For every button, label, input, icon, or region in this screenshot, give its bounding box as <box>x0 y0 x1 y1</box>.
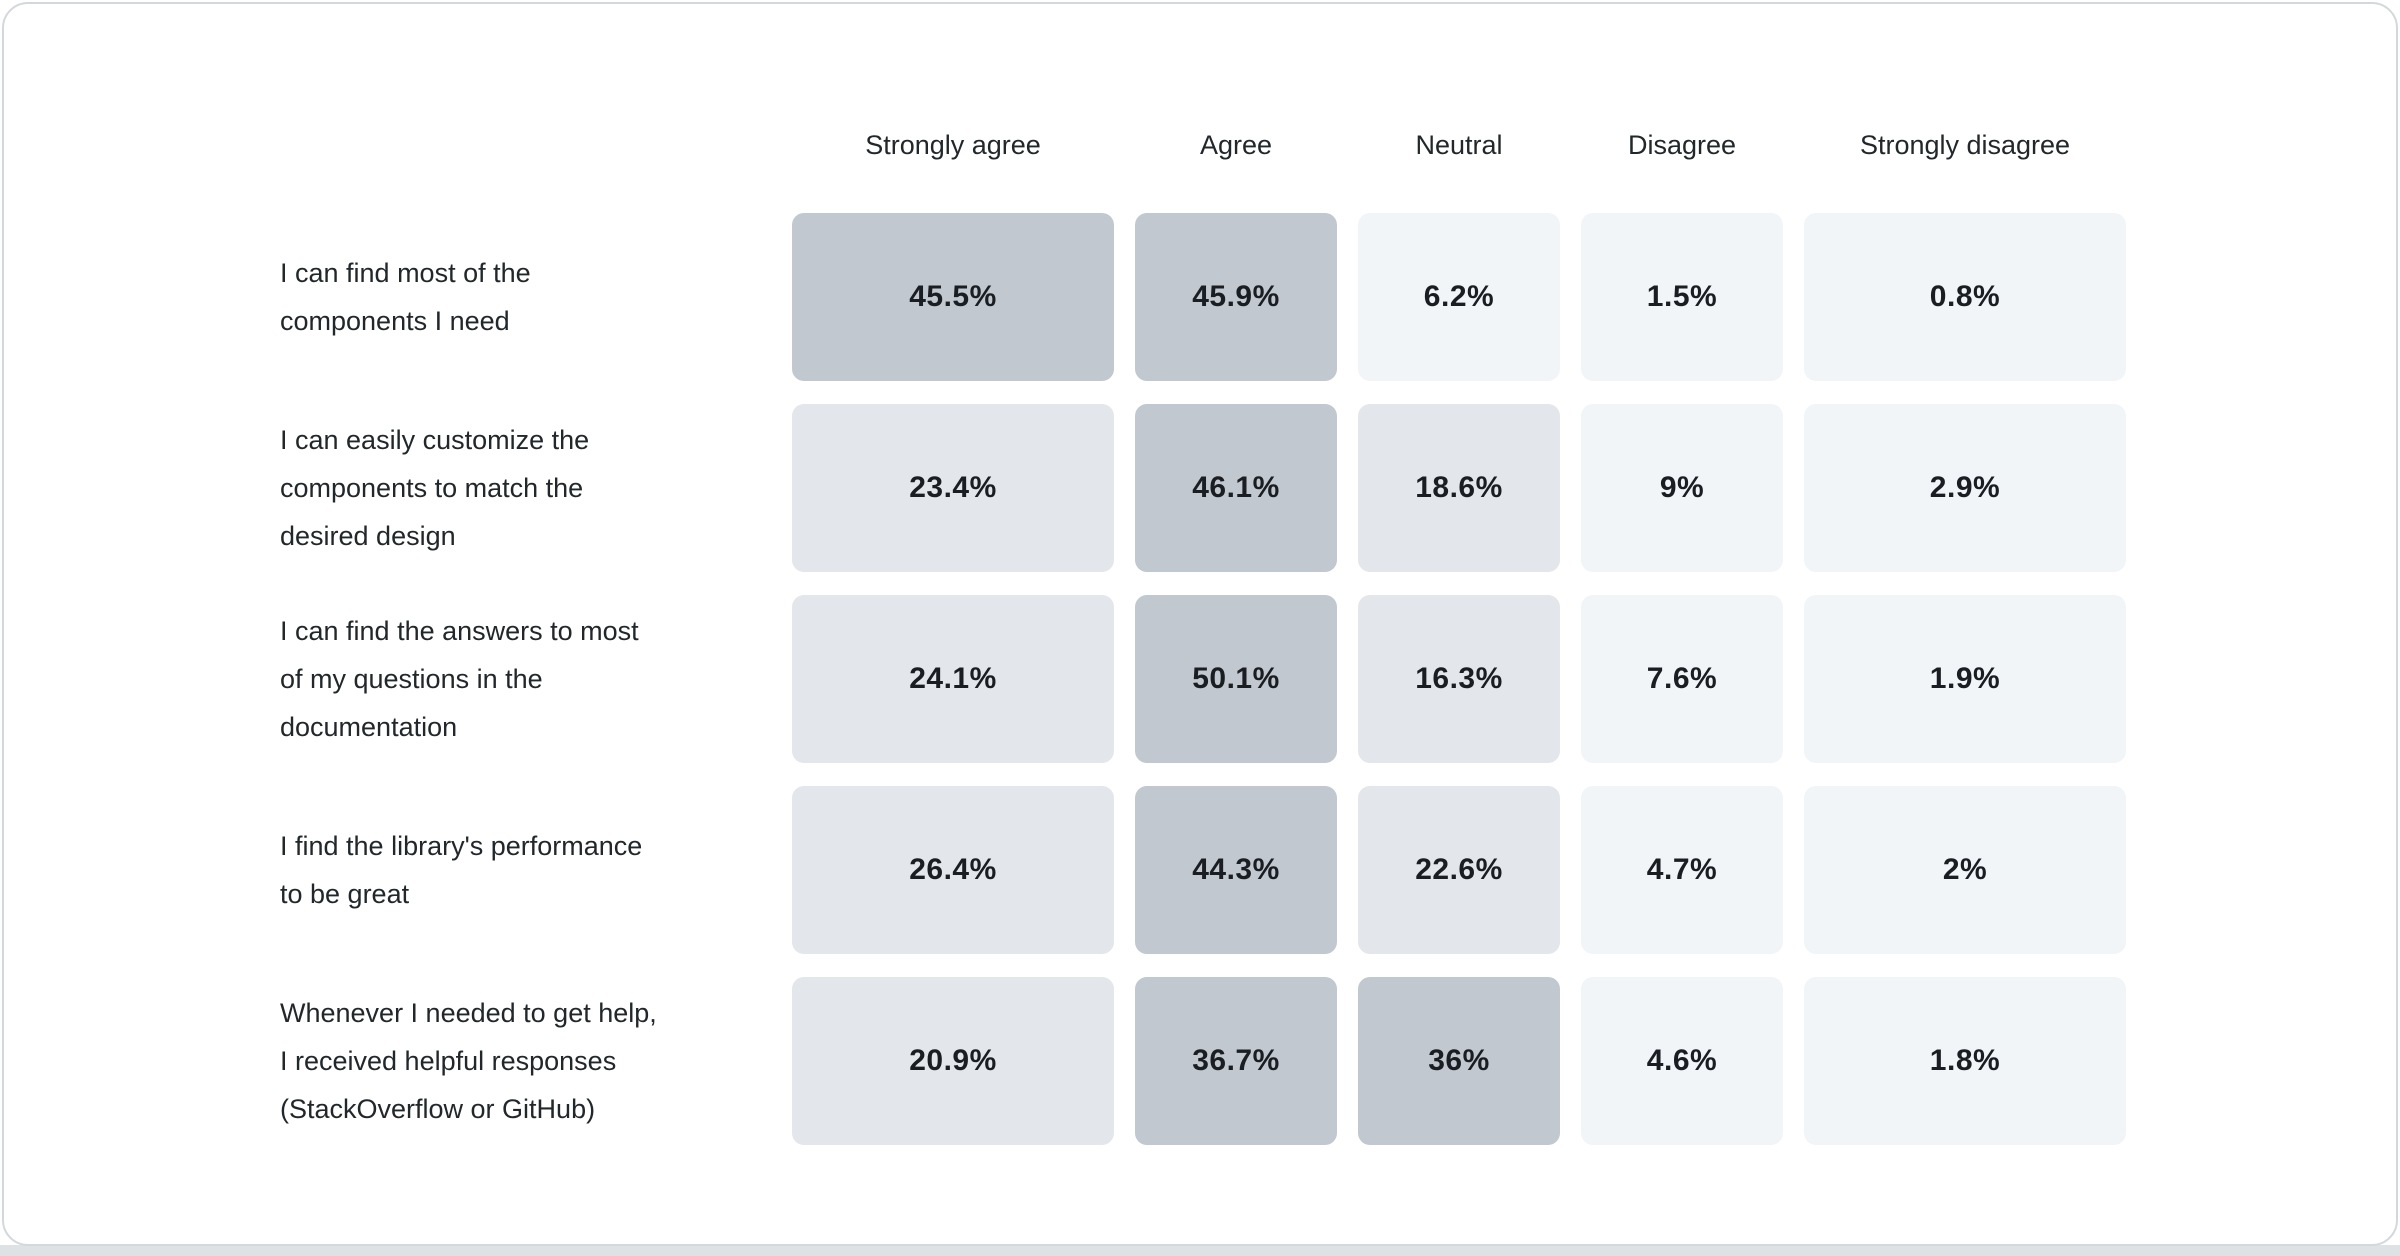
heatmap-cell: 2% <box>1804 786 2126 954</box>
heatmap-cell: 18.6% <box>1358 404 1560 572</box>
heatmap-cell: 16.3% <box>1358 595 1560 763</box>
row-label: Whenever I needed to get help, I receive… <box>280 998 657 1124</box>
column-header-strongly-disagree: Strongly disagree <box>1859 129 2071 160</box>
heatmap-cell: 36.7% <box>1135 977 1337 1145</box>
heatmap-cell: 9% <box>1581 404 1783 572</box>
page-bottom-strip <box>0 1245 2400 1256</box>
heatmap-cell: 44.3% <box>1135 786 1337 954</box>
heatmap-cell: 7.6% <box>1581 595 1783 763</box>
column-header-neutral: Neutral <box>1415 129 1503 160</box>
column-header-disagree: Disagree <box>1627 129 1737 160</box>
heatmap-cell: 46.1% <box>1135 404 1337 572</box>
heatmap-cell: 45.5% <box>792 213 1114 381</box>
heatmap-cell: 1.8% <box>1804 977 2126 1145</box>
heatmap-cell: 6.2% <box>1358 213 1560 381</box>
column-header-strongly-agree: Strongly agree <box>865 129 1041 160</box>
row-label: I can easily customize the components to… <box>280 425 590 551</box>
column-header-agree: Agree <box>1199 129 1273 160</box>
heatmap-cell: 4.7% <box>1581 786 1783 954</box>
table-corner-spacer <box>280 100 771 190</box>
heatmap-cell: 4.6% <box>1581 977 1783 1145</box>
heatmap-cell: 1.5% <box>1581 213 1783 381</box>
row-label: I can find most of the components I need <box>280 258 531 336</box>
heatmap-cell: 23.4% <box>792 404 1114 572</box>
heatmap-cell: 45.9% <box>1135 213 1337 381</box>
heatmap-cell: 24.1% <box>792 595 1114 763</box>
heatmap-cell: 1.9% <box>1804 595 2126 763</box>
heatmap-cell: 36% <box>1358 977 1560 1145</box>
row-label: I find the library's performance to be g… <box>280 831 643 909</box>
heatmap-cell: 50.1% <box>1135 595 1337 763</box>
heatmap-cell: 0.8% <box>1804 213 2126 381</box>
heatmap-cell: 20.9% <box>792 977 1114 1145</box>
heatmap-cell: 22.6% <box>1358 786 1560 954</box>
likert-heatmap-table: Strongly agree Agree Neutral Disagree St… <box>280 100 2126 1145</box>
row-label: I can find the answers to most of my que… <box>280 616 639 742</box>
heatmap-cell: 2.9% <box>1804 404 2126 572</box>
heatmap-cell: 26.4% <box>792 786 1114 954</box>
